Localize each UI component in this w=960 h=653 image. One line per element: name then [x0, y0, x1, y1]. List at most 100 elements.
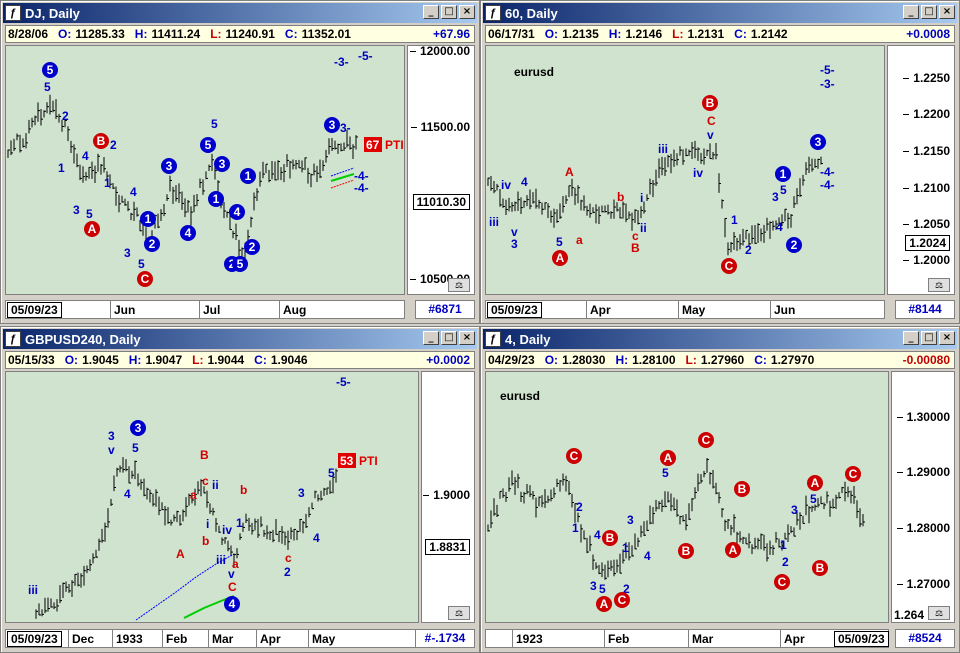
high-label: H: [128, 353, 142, 367]
wave-circle: C [566, 448, 582, 464]
wave-label: 2 [576, 500, 583, 514]
wave-circle-text: B [706, 96, 715, 110]
wave-circle-text: C [849, 467, 858, 481]
close-button[interactable]: × [459, 5, 475, 19]
wave-label: 5 [86, 207, 93, 221]
bar-count: #-.1734 [415, 629, 475, 648]
wave-circle-text: A [664, 451, 673, 465]
change-value: +0.0002 [426, 353, 470, 367]
wave-label: b [202, 534, 209, 548]
wave-circle-text: C [141, 272, 150, 286]
chart-icon: ƒ [485, 331, 501, 347]
chart-window-60[interactable]: ƒ 60, Daily _ □ × 06/17/31 O: 1.2135 H: 1.… [480, 0, 960, 324]
minimize-button[interactable]: _ [423, 331, 439, 345]
wave-label: v [511, 225, 518, 239]
wave-label: i [206, 517, 209, 531]
wave-label: v [707, 128, 714, 142]
wave-circle-text: 3 [135, 421, 142, 435]
maximize-button[interactable]: □ [921, 5, 937, 19]
pti-label: PTI [385, 138, 404, 152]
window-titlebar[interactable]: ƒ 60, Daily _ □ × [483, 3, 957, 23]
maximize-button[interactable]: □ [921, 331, 937, 345]
wave-label: b [240, 483, 247, 497]
price-axis[interactable]: 1.9000 1.8831 ⚖ [421, 371, 475, 623]
trend-curve [135, 553, 235, 621]
window-titlebar[interactable]: ƒ 4, Daily _ □ × [483, 329, 957, 349]
wave-circle: 1 [208, 191, 224, 207]
price-plot[interactable]: eurusd iii iv v 4 3 A 5 a b c B i ii iii… [485, 45, 885, 295]
window-title: 60, Daily [505, 5, 558, 21]
scale-gripper-icon[interactable]: ⚖ [928, 606, 950, 620]
time-label: Jun [114, 303, 136, 317]
window-titlebar[interactable]: ƒ DJ, Daily _ □ × [3, 3, 477, 23]
change-value: -0.00080 [902, 353, 950, 367]
wave-label: -4- [820, 165, 835, 179]
wave-circle-text: C [702, 433, 711, 447]
wave-label: -5- [336, 375, 351, 389]
wave-label: c [285, 551, 292, 565]
scale-gripper-icon[interactable]: ⚖ [928, 278, 950, 292]
scale-gripper-icon[interactable]: ⚖ [448, 606, 470, 620]
chart-window-4[interactable]: ƒ 4, Daily _ □ × 04/29/23 O: 1.28030 H: 1.… [480, 326, 960, 653]
axis-tick: 1.9000 [423, 488, 470, 502]
chart-window-dj[interactable]: ƒ DJ, Daily _ □ × 8/28/06 O: 11285.33 H: 1… [0, 0, 480, 324]
chart-icon: ƒ [485, 5, 501, 21]
time-label: 1923 [516, 632, 543, 646]
wave-label: b [617, 190, 624, 204]
price-plot[interactable]: 5 2 1 4 2 1 4 3 5 3 5 5 -3- -5- -4- -4- … [5, 45, 405, 295]
price-axis[interactable]: 1.30000 1.29000 1.28000 1.27000 1.264 ⚖ [891, 371, 955, 623]
time-axis[interactable]: 05/09/23 Dec 1933 Feb Mar Apr May [5, 629, 419, 648]
wave-circle-text: 2 [249, 240, 256, 254]
high-value: 11411.24 [151, 27, 201, 41]
price-plot[interactable]: eurusd 2 1 3 4 5 2 1 3 4 5 1 2 3 5 C B A [485, 371, 889, 623]
wave-label: -3- [334, 55, 349, 69]
time-label: 1933 [116, 632, 143, 646]
price-plot[interactable]: iii 3 v 5 4 B a c ii i b A iv iii v a C … [5, 371, 419, 623]
chart-window-gbpusd[interactable]: ƒ GBPUSD240, Daily _ □ × 05/15/33 O: 1.90… [0, 326, 480, 653]
wave-circle-text: C [778, 575, 787, 589]
pti-indicator: 53 PTI [338, 453, 378, 468]
wave-label: 3 [772, 190, 779, 204]
wave-label: 5 [662, 466, 669, 480]
axis-tick: 1.2050 [903, 217, 950, 231]
wave-label: 5 [132, 441, 139, 455]
price-axis[interactable]: 1.2250 1.2200 1.2150 1.2100 1.2050 1.200… [887, 45, 955, 295]
open-label: O: [544, 353, 559, 367]
wave-label: ii [640, 221, 647, 235]
time-label: Mar [692, 632, 714, 646]
close-button[interactable]: × [459, 331, 475, 345]
wave-circle-text: B [682, 544, 691, 558]
wave-label: 4 [521, 175, 528, 189]
wave-circle: 1 [240, 168, 256, 184]
minimize-button[interactable]: _ [903, 331, 919, 345]
minimize-button[interactable]: _ [423, 5, 439, 19]
price-flag: 11010.30 [412, 194, 470, 210]
window-titlebar[interactable]: ƒ GBPUSD240, Daily _ □ × [3, 329, 477, 349]
maximize-button[interactable]: □ [441, 331, 457, 345]
minimize-button[interactable]: _ [903, 5, 919, 19]
wave-label: -4- [354, 169, 369, 183]
chart-title: eurusd [500, 389, 540, 403]
time-label: Feb [608, 632, 630, 646]
time-label: Jul [203, 303, 221, 317]
low-label: L: [192, 353, 204, 367]
wave-label: 3 [627, 513, 634, 527]
open-value: 1.2135 [562, 27, 599, 41]
close-button[interactable]: × [939, 331, 955, 345]
maximize-button[interactable]: □ [441, 5, 457, 19]
time-axis[interactable]: 05/09/23 Jun Jul Aug [5, 300, 405, 319]
wave-label: iii [489, 215, 499, 229]
time-label: Feb [166, 632, 188, 646]
wave-circle-text: 3 [815, 135, 822, 149]
wave-circle: B [702, 95, 718, 111]
wave-circles: A B C 1 2 3 [552, 95, 826, 274]
wave-circle: 4 [224, 596, 240, 612]
axis-tick: 1.27000 [896, 577, 950, 591]
price-axis[interactable]: 12000.00 11500.00 10500.00 11010.30 ⚖ [407, 45, 475, 295]
scale-gripper-icon[interactable]: ⚖ [448, 278, 470, 292]
time-axis[interactable]: 05/09/23 Apr May Jun [485, 300, 885, 319]
pti-value: 67 [366, 138, 380, 152]
close-button[interactable]: × [939, 5, 955, 19]
time-axis[interactable]: 1923 Feb Mar Apr 05/09/23 [485, 629, 889, 648]
wave-circle: 3 [214, 156, 230, 172]
